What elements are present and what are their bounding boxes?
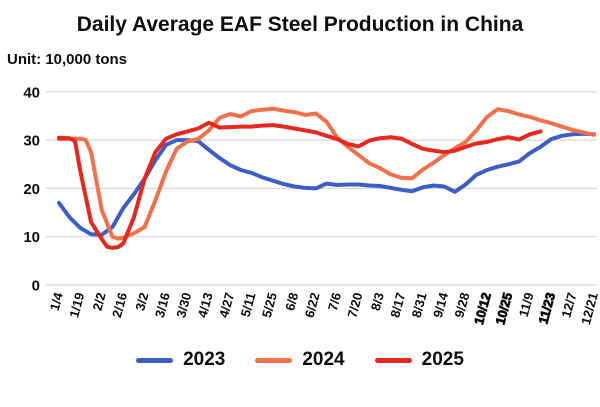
x-axis-tick-label: 7/6 <box>325 291 344 312</box>
y-axis-tick-label: 30 <box>23 133 40 150</box>
legend-item-2025: 2025 <box>374 349 464 371</box>
legend-label-2023: 2023 <box>183 349 226 370</box>
x-axis-tick-label: 6/22 <box>302 291 323 319</box>
x-axis-tick-label: 5/25 <box>259 291 280 319</box>
x-axis-tick-label: 12/21 <box>578 291 600 326</box>
y-axis-tick-label: 40 <box>23 84 40 101</box>
chart-title: Daily Average EAF Steel Production in Ch… <box>76 13 524 36</box>
chart-legend: 2023 2024 2025 <box>0 349 600 371</box>
x-axis-labels: 1/4 1/19 2/2 2/16 3/2 3/16 3/30 4/13 4/27 5/11 5/2… <box>47 290 600 326</box>
legend-label-2024: 2024 <box>302 349 345 370</box>
legend-swatch-2024 <box>255 357 293 363</box>
x-axis-tick-label: 10/25 <box>492 291 515 326</box>
x-axis-tick-label: 12/7 <box>558 291 579 319</box>
legend-label-2025: 2025 <box>421 349 464 370</box>
x-axis-tick-label: 8/17 <box>387 291 408 319</box>
y-axis-tick-label: 10 <box>23 229 40 246</box>
series-line-2023 <box>57 131 596 237</box>
x-axis-tick-label: 6/8 <box>282 291 301 312</box>
y-axis-tick-label: 0 <box>32 278 40 295</box>
x-axis-tick-label: 2/16 <box>109 291 130 319</box>
x-axis-tick-label: 2/2 <box>90 291 109 312</box>
legend-swatch-2023 <box>136 357 174 363</box>
x-axis-tick-label: 1/19 <box>66 291 87 319</box>
x-axis-tick-label: 11/9 <box>516 291 537 319</box>
x-axis-tick-label: 9/14 <box>430 290 451 319</box>
x-axis-tick-label: 7/20 <box>344 291 365 319</box>
x-axis-tick-label: 1/4 <box>47 290 66 312</box>
x-axis-tick-label: 3/2 <box>132 291 151 312</box>
x-axis-tick-label: 10/12 <box>471 291 494 326</box>
x-axis-tick-label: 4/27 <box>216 291 237 319</box>
series-line-2025 <box>57 120 543 250</box>
x-axis-tick-label: 5/11 <box>238 291 259 319</box>
x-axis-tick-label: 8/31 <box>409 291 430 319</box>
legend-item-2024: 2024 <box>255 349 345 371</box>
x-axis-tick-label: 11/23 <box>535 291 558 326</box>
legend-swatch-2025 <box>374 357 412 363</box>
unit-label: Unit: 10,000 tons <box>7 51 128 68</box>
x-axis-tick-label: 3/16 <box>152 291 173 319</box>
x-axis-tick-label: 4/13 <box>195 291 216 319</box>
y-axis-labels: 0 10 20 30 40 <box>23 84 40 294</box>
x-axis-tick-label: 3/30 <box>173 291 194 319</box>
legend-item-2023: 2023 <box>136 349 225 371</box>
series-line-2024 <box>57 106 596 241</box>
x-axis-tick-label: 9/28 <box>451 291 472 319</box>
gridlines <box>46 91 597 286</box>
x-axis-tick-label: 8/3 <box>368 291 387 312</box>
y-axis-tick-label: 20 <box>23 181 40 198</box>
